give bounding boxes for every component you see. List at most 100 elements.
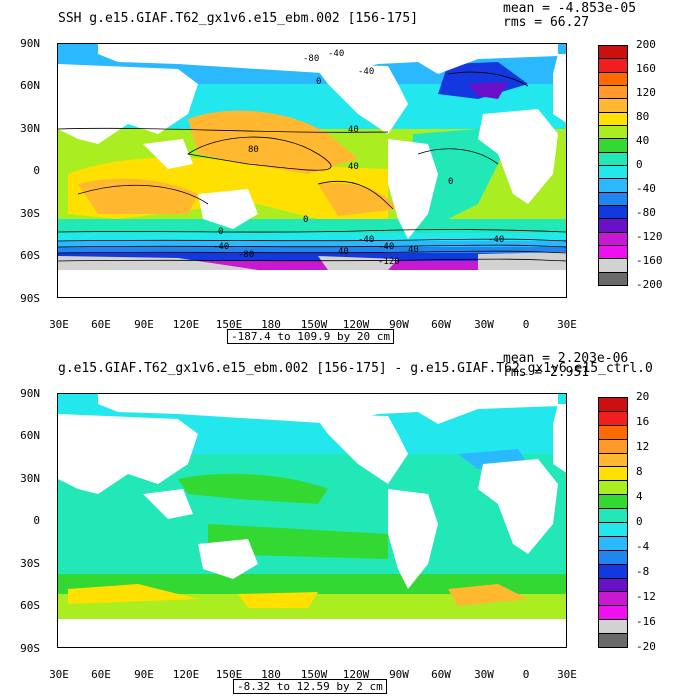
lat-label: 90N bbox=[20, 37, 40, 50]
europe-edge-land bbox=[553, 404, 566, 473]
contour-label: -80 bbox=[303, 54, 319, 64]
colorbar-swatch bbox=[598, 424, 628, 440]
pacific-south-yellow bbox=[238, 592, 318, 608]
lon-label: 30E bbox=[557, 668, 577, 681]
mean-value: mean = 2.203e-06 bbox=[503, 351, 629, 366]
lon-label: 150W bbox=[300, 668, 328, 681]
colorbar-swatch bbox=[598, 245, 628, 260]
lon-label: 180 bbox=[261, 318, 281, 331]
acc-band-2 bbox=[58, 241, 566, 247]
colorbar-swatch bbox=[598, 45, 628, 60]
africa-land bbox=[478, 109, 558, 204]
colorbar-swatch bbox=[598, 58, 628, 73]
antarctica-white bbox=[58, 270, 566, 297]
lat-label: 90S bbox=[20, 642, 40, 655]
colorbar-tick-label: 120 bbox=[636, 86, 656, 99]
lat-label: 60N bbox=[20, 79, 40, 92]
map-plot bbox=[57, 393, 567, 648]
lon-label: 120W bbox=[342, 668, 370, 681]
map-title: g.e15.GIAF.T62_gx1v6.e15_ebm.002 [156-17… bbox=[58, 361, 653, 376]
mean-value: mean = -4.853e-05 bbox=[503, 1, 637, 16]
contour-line bbox=[417, 148, 499, 165]
colorbar-swatch bbox=[598, 480, 628, 496]
indian-yellow bbox=[68, 584, 198, 604]
arctic-landmass bbox=[98, 44, 558, 74]
south-band bbox=[58, 574, 566, 594]
contour-line bbox=[317, 180, 394, 210]
colorbar-tick-label: 160 bbox=[636, 62, 656, 75]
colorbar-tick-label: -80 bbox=[636, 206, 656, 219]
colorbar-swatch bbox=[598, 410, 628, 426]
arctic-landmass bbox=[98, 394, 558, 424]
lon-label: 120E bbox=[172, 668, 200, 681]
lat-label: 90S bbox=[20, 292, 40, 305]
contour-label: -40 bbox=[488, 235, 504, 245]
colorbar-tick-label: 0 bbox=[636, 158, 643, 171]
lat-label: 30N bbox=[20, 472, 40, 485]
labrador-low bbox=[468, 82, 508, 99]
colorbar-tick-label: -16 bbox=[636, 615, 656, 628]
ssh-field-map: -40 -80 40 80 -40 0 40 0 0 40 40 -40 0 -40 -40 -80 -120 -… bbox=[58, 44, 566, 297]
lat-label: 30N bbox=[20, 122, 40, 135]
colorbar-tick-label: 4 bbox=[636, 490, 643, 503]
contour-line bbox=[58, 238, 566, 242]
ssh-diff-map-panel: g.e15.GIAF.T62_gx1v6.e15_ebm.002 [156-17… bbox=[0, 350, 700, 700]
colorbar-tick-label: 40 bbox=[636, 134, 650, 147]
colorbar-swatch bbox=[598, 205, 628, 220]
lon-label: 120E bbox=[172, 318, 200, 331]
colorbar-tick-label: -120 bbox=[636, 230, 663, 243]
lon-label: 90W bbox=[389, 318, 409, 331]
colorbar-tick-label: 8 bbox=[636, 465, 643, 478]
contour-label: -40 bbox=[378, 242, 394, 252]
contour-range-box: -8.32 to 12.59 by 2 cm bbox=[233, 679, 387, 694]
australia-land bbox=[198, 539, 258, 579]
contour-label: -40 bbox=[213, 242, 229, 252]
contour-label: -80 bbox=[238, 250, 254, 260]
contour-label: -40 bbox=[328, 49, 344, 59]
contour-line bbox=[186, 136, 332, 171]
ssh-map-panel: SSH g.e15.GIAF.T62_gx1v6.e15_ebm.002 [15… bbox=[20, 1, 663, 344]
south-pacific-green bbox=[208, 524, 388, 559]
contour-line bbox=[77, 184, 209, 205]
australia-land bbox=[198, 189, 258, 229]
colorbar-swatch bbox=[598, 231, 628, 246]
colorbar-swatch bbox=[598, 619, 628, 635]
colorbar-swatch bbox=[598, 522, 628, 537]
south-grey-1 bbox=[58, 256, 258, 270]
north-pacific-green bbox=[178, 473, 328, 504]
colorbar-swatch bbox=[598, 452, 628, 468]
lon-label: 30E bbox=[49, 668, 69, 681]
colorbar-tick-label: 16 bbox=[636, 415, 650, 428]
lon-label: 60E bbox=[91, 668, 111, 681]
rms-value: rms = 2.951 bbox=[503, 365, 590, 380]
contour-label: -40 bbox=[358, 235, 374, 245]
lon-label: 30W bbox=[474, 318, 494, 331]
acc-band-4 bbox=[58, 253, 566, 261]
lat-label: 90N bbox=[20, 387, 40, 400]
contour-label: 0 bbox=[218, 227, 223, 237]
contour-label: 40 bbox=[348, 125, 359, 135]
colorbar-tick-label: -200 bbox=[636, 278, 663, 291]
colorbar-swatch bbox=[598, 563, 628, 579]
colorbar-swatch bbox=[598, 577, 628, 593]
colorbar-swatch bbox=[598, 605, 628, 621]
lon-label: 30E bbox=[49, 318, 69, 331]
lon-label: 90W bbox=[389, 668, 409, 681]
colorbar-tick-label: -20 bbox=[636, 640, 656, 653]
lon-label: 120W bbox=[342, 318, 370, 331]
contour-label: 0 bbox=[448, 177, 453, 187]
colorbar-swatch bbox=[598, 98, 628, 113]
lat-label: 30S bbox=[20, 557, 40, 570]
colorbar-tick-label: -8 bbox=[636, 565, 650, 578]
colorbar-swatch bbox=[598, 138, 628, 153]
south-grey-2 bbox=[318, 256, 398, 270]
colorbar-tick-label: 200 bbox=[636, 38, 656, 51]
lat-label: 0 bbox=[33, 514, 40, 527]
lon-label: 60W bbox=[431, 318, 451, 331]
colorbar-swatch bbox=[598, 111, 628, 126]
colorbar-swatch bbox=[598, 508, 628, 523]
atlantic-orange bbox=[448, 584, 528, 606]
lon-label: 30W bbox=[474, 668, 494, 681]
colorbar-swatch bbox=[598, 494, 628, 510]
contour-label: -120 bbox=[378, 257, 400, 267]
